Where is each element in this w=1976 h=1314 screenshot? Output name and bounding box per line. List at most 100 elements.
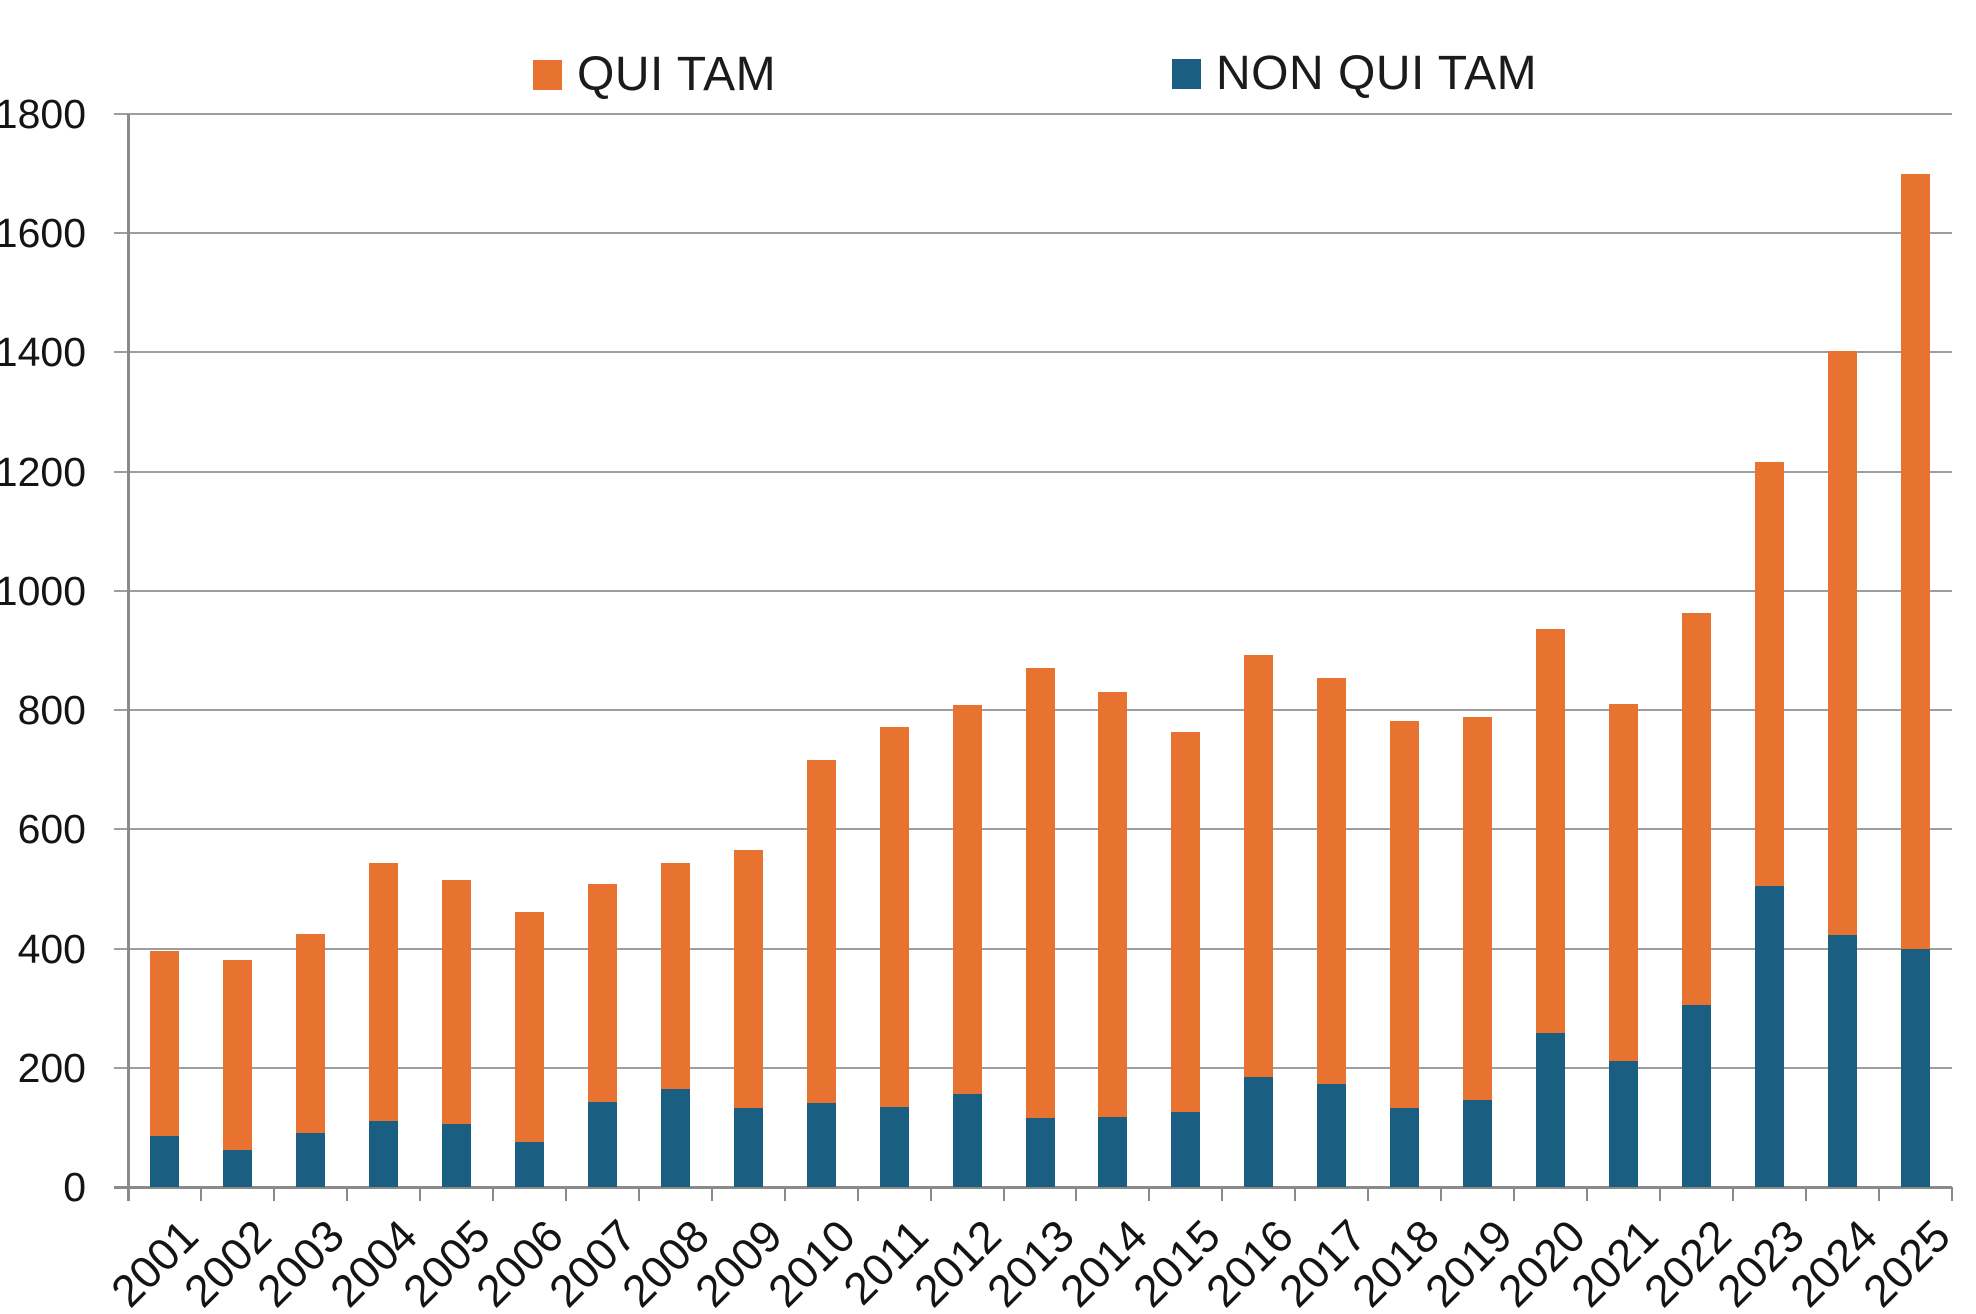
bar-segment-non-qui-tam-2001	[149, 1135, 179, 1187]
bar-segment-qui-tam-2013	[1025, 667, 1055, 1119]
y-axis-label: 1400	[0, 329, 86, 376]
bar-segment-non-qui-tam-2015	[1171, 1112, 1201, 1187]
legend-swatch-non-qui-tam	[1172, 58, 1201, 89]
bar-segment-qui-tam-2008	[660, 862, 690, 1089]
x-axis-tick	[710, 1187, 713, 1201]
x-axis-tick	[564, 1187, 567, 1201]
bar-segment-non-qui-tam-2017	[1317, 1083, 1347, 1187]
bar-segment-qui-tam-2023	[1755, 461, 1785, 886]
bar-segment-qui-tam-2021	[1609, 704, 1639, 1061]
bar-segment-non-qui-tam-2012	[952, 1094, 982, 1187]
x-axis-tick	[491, 1187, 494, 1201]
x-axis-tick	[1075, 1187, 1078, 1201]
bar-segment-non-qui-tam-2009	[733, 1107, 763, 1187]
bar-segment-qui-tam-2022	[1682, 612, 1712, 1006]
x-axis-tick	[1367, 1187, 1370, 1201]
x-axis-tick	[127, 1187, 129, 1201]
legend-item-non-qui-tam: NON QUI TAM	[1172, 46, 1537, 101]
bar-segment-non-qui-tam-2014	[1098, 1117, 1128, 1187]
bar-segment-non-qui-tam-2010	[806, 1102, 836, 1187]
legend-swatch-qui-tam	[533, 59, 562, 90]
y-axis-label: 400	[17, 925, 86, 972]
x-axis-tick	[1805, 1187, 1808, 1201]
bar-segment-non-qui-tam-2018	[1390, 1108, 1420, 1187]
x-axis-tick	[929, 1187, 932, 1201]
legend-label-non-qui-tam: NON QUI TAM	[1216, 47, 1538, 100]
x-axis-tick	[1148, 1187, 1151, 1201]
x-axis-tick	[1294, 1187, 1297, 1201]
x-axis-line	[114, 1186, 1952, 1189]
bar-segment-qui-tam-2004	[368, 862, 398, 1121]
bar-segment-non-qui-tam-2025	[1901, 948, 1931, 1187]
bar-segment-qui-tam-2012	[952, 705, 982, 1094]
bar-segment-non-qui-tam-2006	[514, 1141, 544, 1187]
bar-segment-non-qui-tam-2005	[441, 1123, 471, 1187]
bar-segment-qui-tam-2018	[1390, 721, 1420, 1109]
bar-segment-non-qui-tam-2023	[1755, 885, 1785, 1187]
bar-segment-non-qui-tam-2019	[1463, 1099, 1493, 1187]
y-axis-label: 800	[17, 687, 86, 734]
bar-segment-qui-tam-2011	[879, 726, 909, 1108]
bar-segment-qui-tam-2024	[1828, 351, 1858, 935]
bar-segment-qui-tam-2002	[222, 959, 252, 1151]
gridline	[114, 470, 1952, 473]
gridline	[114, 589, 1952, 592]
bar-segment-non-qui-tam-2024	[1828, 934, 1858, 1187]
x-axis-tick	[783, 1187, 786, 1201]
y-axis-label: 1600	[0, 210, 86, 257]
bar-segment-non-qui-tam-2002	[222, 1150, 252, 1187]
bar-segment-qui-tam-2010	[806, 759, 836, 1103]
y-axis-label: 1000	[0, 567, 86, 614]
x-axis-tick	[272, 1187, 275, 1201]
bar-segment-non-qui-tam-2008	[660, 1088, 690, 1187]
bar-segment-non-qui-tam-2003	[295, 1132, 325, 1187]
x-axis-tick	[1951, 1187, 1953, 1201]
x-axis-tick	[1586, 1187, 1589, 1201]
bar-segment-non-qui-tam-2021	[1609, 1060, 1639, 1187]
bar-segment-non-qui-tam-2022	[1682, 1005, 1712, 1187]
y-axis-line	[126, 114, 130, 1201]
gridline	[114, 351, 1952, 354]
y-axis-label: 600	[17, 806, 86, 853]
x-axis-tick	[418, 1187, 421, 1201]
legend-item-qui-tam: QUI TAM	[533, 47, 776, 102]
x-axis-tick	[1440, 1187, 1443, 1201]
y-axis-label: 1800	[0, 91, 86, 137]
bar-segment-qui-tam-2020	[1536, 629, 1566, 1033]
gridline	[114, 232, 1952, 235]
bar-segment-qui-tam-2015	[1171, 731, 1201, 1113]
x-axis-tick	[1732, 1187, 1735, 1201]
gridline	[114, 113, 1952, 115]
x-axis-tick	[345, 1187, 348, 1201]
bar-segment-qui-tam-2007	[587, 883, 617, 1103]
bar-segment-qui-tam-2025	[1901, 173, 1931, 949]
x-axis-tick	[1513, 1187, 1516, 1201]
bar-segment-non-qui-tam-2007	[587, 1102, 617, 1187]
bar-segment-qui-tam-2003	[295, 933, 325, 1133]
bar-segment-qui-tam-2001	[149, 950, 179, 1136]
bar-segment-qui-tam-2005	[441, 880, 471, 1124]
bar-segment-qui-tam-2016	[1244, 655, 1274, 1078]
bar-segment-non-qui-tam-2020	[1536, 1032, 1566, 1187]
bar-segment-non-qui-tam-2011	[879, 1107, 909, 1187]
y-axis-label: 0	[63, 1164, 86, 1210]
x-axis-tick	[1878, 1187, 1881, 1201]
bar-segment-non-qui-tam-2013	[1025, 1118, 1055, 1187]
bar-segment-qui-tam-2019	[1463, 717, 1493, 1100]
bar-segment-non-qui-tam-2016	[1244, 1077, 1274, 1187]
x-axis-tick	[1002, 1187, 1005, 1201]
x-axis-tick	[1221, 1187, 1224, 1201]
y-axis-label: 1200	[0, 448, 86, 495]
x-axis-tick	[637, 1187, 640, 1201]
bar-segment-non-qui-tam-2004	[368, 1120, 398, 1187]
bar-segment-qui-tam-2014	[1098, 691, 1128, 1118]
x-axis-tick	[199, 1187, 202, 1201]
bar-segment-qui-tam-2017	[1317, 677, 1347, 1084]
bar-segment-qui-tam-2006	[514, 911, 544, 1142]
x-axis-tick	[1659, 1187, 1662, 1201]
legend-label-qui-tam: QUI TAM	[577, 48, 777, 101]
bar-segment-qui-tam-2009	[733, 849, 763, 1108]
x-axis-tick	[856, 1187, 859, 1201]
y-axis-label: 200	[17, 1044, 86, 1091]
